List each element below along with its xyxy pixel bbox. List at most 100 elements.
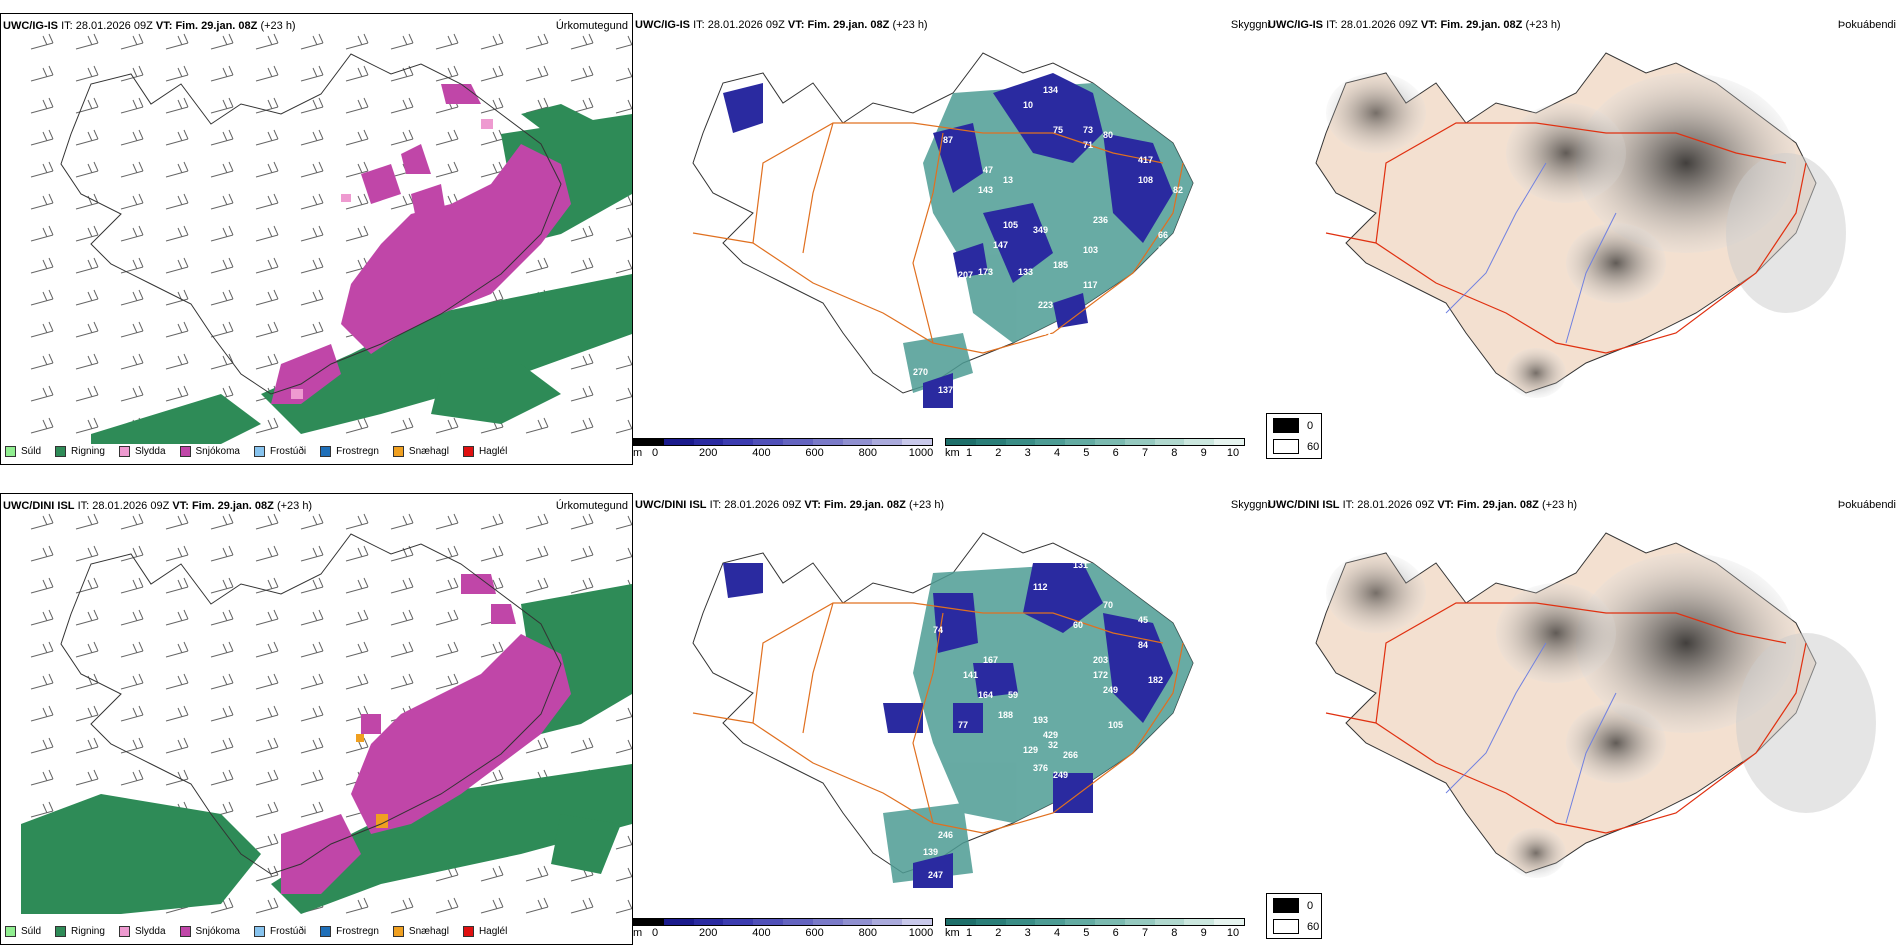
colorbar-tick: 6 — [1112, 927, 1119, 939]
visibility-value: 182 — [1148, 675, 1163, 685]
wind-barb — [615, 547, 632, 562]
wind-barb — [615, 67, 632, 82]
wind-barb — [210, 289, 234, 306]
wind-barb — [345, 129, 369, 146]
wind-barb — [255, 609, 279, 626]
colorbar-cell — [975, 919, 1006, 925]
panel-header-vis-top: UWC/IG-IS IT: 28.01.2026 09Z VT: Fim. 29… — [635, 19, 928, 31]
visibility-value: 108 — [1138, 175, 1153, 185]
colorbar-cell — [1124, 439, 1155, 445]
wind-barb — [30, 257, 54, 274]
wind-barb — [525, 865, 549, 882]
visibility-value: 349 — [1033, 225, 1048, 235]
lead-time: (+23 h) — [1525, 19, 1561, 31]
visibility-value: 193 — [1033, 715, 1048, 725]
wind-barb — [210, 225, 234, 242]
model-name: UWC/DINI ISL — [3, 500, 75, 512]
rain-area — [21, 584, 632, 914]
wind-barb — [300, 609, 324, 626]
colorbar-cell — [1214, 919, 1244, 925]
visibility-value: 147 — [993, 240, 1008, 250]
colorbar-tick: 200 — [699, 927, 718, 939]
wind-barb — [210, 609, 234, 626]
wind-barb — [525, 65, 549, 82]
visibility-value: 13 — [1003, 175, 1013, 185]
colorbar-unit: km — [945, 927, 960, 939]
wind-barb — [255, 417, 279, 434]
legend-swatch — [5, 445, 16, 457]
it-label: IT: — [1342, 499, 1355, 511]
wind-barb — [255, 513, 279, 530]
legend-item: Súld — [5, 925, 41, 937]
legend-label: Slydda — [134, 445, 166, 457]
wind-barb — [120, 225, 144, 242]
wind-barb — [120, 641, 144, 658]
legend-swatch — [253, 445, 265, 457]
wind-barb — [255, 545, 279, 562]
colorbar-cell — [1154, 919, 1185, 925]
wind-barb — [120, 257, 144, 274]
wind-barb — [480, 513, 504, 530]
wind-barb — [210, 577, 234, 594]
field-name-precip: Úrkomutegund — [555, 20, 628, 32]
visibility-value: 103 — [1083, 245, 1098, 255]
legend-swatch — [179, 925, 191, 937]
visibility-value: 143 — [978, 185, 993, 195]
wind-barb — [570, 65, 594, 82]
colorbar-tick: 7 — [1141, 927, 1149, 939]
it-time: 28.01.2026 09Z — [724, 499, 802, 511]
wind-barb — [255, 161, 279, 178]
colorbar-cell — [1035, 919, 1066, 925]
wind-barb — [570, 577, 594, 594]
wind-barb — [30, 385, 54, 402]
wind-barb — [165, 673, 189, 690]
wind-barb — [390, 129, 414, 146]
visibility-value: 133 — [1018, 267, 1033, 277]
visibility-value: 40 — [1138, 275, 1148, 285]
wind-barb — [30, 737, 54, 754]
visibility-value: 70 — [1103, 600, 1113, 610]
wind-barb — [345, 513, 369, 530]
visibility-value: 141 — [963, 670, 978, 680]
wind-barb — [30, 705, 54, 722]
wind-barb — [75, 737, 99, 754]
precip-legend: Súld Rigning Slydda Snjókoma Frostúði Frostre… — [5, 442, 521, 460]
legend-swatch — [320, 445, 332, 457]
legend-label: Frostregn — [336, 925, 379, 937]
colorbar-cell — [1005, 439, 1036, 445]
legend-item: Rigning — [55, 445, 105, 457]
wind-barb — [525, 33, 549, 50]
legend-label: Frostúði — [269, 445, 307, 457]
panel-header-vis-bottom: UWC/DINI ISL IT: 28.01.2026 09Z VT: Fim.… — [635, 499, 944, 511]
wind-barb — [300, 97, 324, 114]
wind-barb — [75, 545, 99, 562]
legend-label: Snjókoma — [195, 925, 240, 937]
wind-barb — [30, 193, 54, 210]
visibility-value: 167 — [983, 655, 998, 665]
fog-map-top — [1315, 52, 1846, 398]
wind-barb — [345, 577, 369, 594]
vt-label: VT: — [172, 500, 189, 512]
wind-barb — [435, 417, 459, 434]
wind-barb — [615, 707, 632, 722]
wind-barb — [75, 257, 99, 274]
wind-barb — [435, 129, 459, 146]
wind-barb — [255, 353, 279, 370]
legend-item: Haglél — [462, 445, 507, 457]
wind-barb — [615, 35, 632, 50]
precip-map-top — [30, 33, 632, 444]
vt-label: VT: — [804, 499, 821, 511]
visibility-panel-bottom: 131 112 70 60 45 74 167 141 164 59 188 193 429 129 32 3… — [633, 493, 1322, 945]
wind-barb — [210, 321, 234, 338]
wind-barb — [120, 673, 144, 690]
wind-barb — [570, 257, 594, 274]
wind-barb — [30, 417, 54, 434]
colorbar-cell — [693, 439, 724, 445]
wind-barb — [210, 737, 234, 754]
colorbar-tick: 0 — [651, 447, 659, 459]
colorbar-tick: 3 — [1024, 927, 1031, 939]
wind-barb — [210, 673, 234, 690]
wind-barb — [120, 577, 144, 594]
wind-barb — [210, 353, 234, 370]
visibility-value: 172 — [1093, 670, 1108, 680]
